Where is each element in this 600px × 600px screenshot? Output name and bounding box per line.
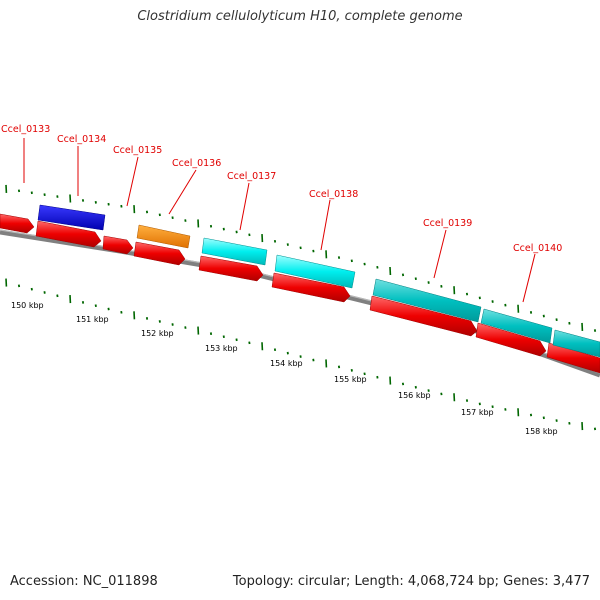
gene-labels: Ccel_0133 Ccel_0134 Ccel_0135 Ccel_0136 … bbox=[1, 124, 562, 303]
kbp-label: 155 kbp bbox=[334, 375, 367, 384]
cds-arrow[interactable] bbox=[35, 220, 102, 248]
gene-label-ccel-0133[interactable]: Ccel_0133 bbox=[1, 124, 50, 135]
genome-backbone-highlight bbox=[0, 229, 600, 374]
genome-backbone bbox=[0, 229, 600, 378]
callout-line bbox=[168, 169, 197, 215]
gene-label-ccel-0137[interactable]: Ccel_0137 bbox=[227, 171, 276, 182]
gene-label-ccel-0135[interactable]: Ccel_0135 bbox=[113, 145, 162, 156]
forward-cds-track bbox=[0, 213, 600, 374]
kbp-labels: 150 kbp 151 kbp 152 kbp 153 kbp 154 kbp … bbox=[11, 301, 558, 436]
genome-summary-text: Topology: circular; Length: 4,068,724 bp… bbox=[232, 574, 590, 589]
cds-arrow[interactable] bbox=[271, 272, 351, 303]
callout-line bbox=[433, 229, 447, 279]
kbp-label: 158 kbp bbox=[525, 427, 558, 436]
gene-track bbox=[37, 204, 600, 358]
cds-arrow[interactable] bbox=[133, 241, 186, 266]
gene-block-ccel-0134[interactable] bbox=[37, 204, 106, 231]
gene-block-ccel-0138[interactable] bbox=[274, 254, 356, 289]
callout-line bbox=[239, 182, 250, 231]
kbp-label: 152 kbp bbox=[141, 329, 174, 338]
cds-arrow[interactable] bbox=[546, 342, 600, 374]
upper-ruler bbox=[5, 184, 597, 332]
gene-label-ccel-0136[interactable]: Ccel_0136 bbox=[172, 158, 221, 169]
gene-block-ccel-0137[interactable] bbox=[201, 237, 268, 266]
cds-arrow[interactable] bbox=[102, 235, 134, 255]
cds-arrow[interactable] bbox=[0, 213, 35, 234]
cds-arrow[interactable] bbox=[475, 322, 547, 357]
map-title: Clostridium cellulolyticum H10, complete… bbox=[137, 9, 463, 24]
kbp-label: 156 kbp bbox=[398, 391, 431, 400]
gene-label-ccel-0140[interactable]: Ccel_0140 bbox=[513, 243, 562, 254]
kbp-label: 154 kbp bbox=[270, 359, 303, 368]
gene-block-ccel-0136[interactable] bbox=[136, 224, 191, 249]
gene-block-ccel-0141[interactable] bbox=[552, 329, 600, 358]
lower-ruler bbox=[5, 278, 597, 431]
kbp-label: 153 kbp bbox=[205, 344, 238, 353]
kbp-label: 151 kbp bbox=[76, 315, 109, 324]
gene-block-ccel-0139[interactable] bbox=[372, 278, 482, 323]
gene-block-ccel-0140[interactable] bbox=[480, 308, 553, 344]
gene-label-ccel-0134[interactable]: Ccel_0134 bbox=[57, 134, 106, 145]
callout-line bbox=[522, 253, 536, 303]
callout-line bbox=[126, 156, 139, 207]
callout-line bbox=[320, 199, 331, 251]
cds-arrow[interactable] bbox=[198, 255, 264, 282]
kbp-label: 150 kbp bbox=[11, 301, 44, 310]
kbp-label: 157 kbp bbox=[461, 408, 494, 417]
gene-label-ccel-0138[interactable]: Ccel_0138 bbox=[309, 189, 358, 200]
gene-label-ccel-0139[interactable]: Ccel_0139 bbox=[423, 218, 472, 229]
cds-arrow[interactable] bbox=[369, 295, 478, 337]
accession-text: Accession: NC_011898 bbox=[10, 574, 158, 589]
